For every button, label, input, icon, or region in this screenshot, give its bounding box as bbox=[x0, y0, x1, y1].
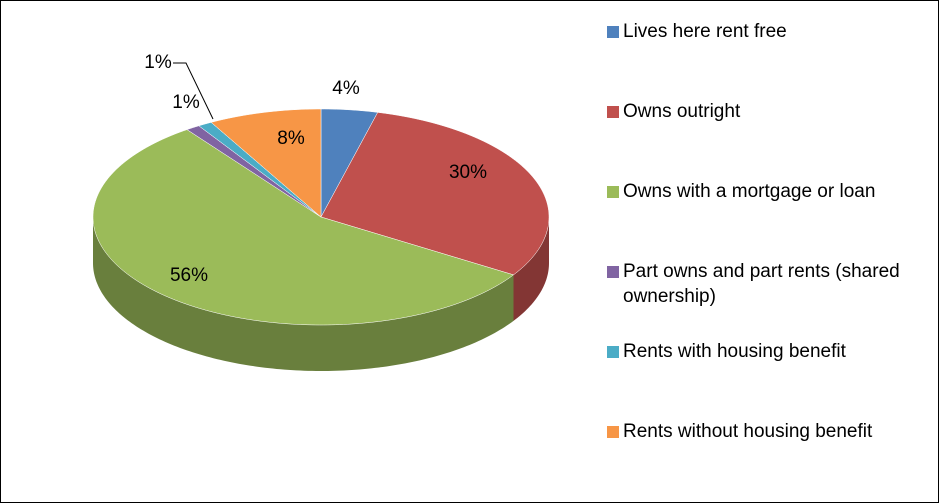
legend-swatch bbox=[607, 266, 619, 278]
legend-swatch bbox=[607, 106, 619, 118]
legend-label: Lives here rent free bbox=[623, 21, 787, 42]
data-label: 8% bbox=[277, 128, 305, 149]
data-label: 4% bbox=[332, 78, 360, 99]
slice bbox=[320, 112, 550, 276]
legend-swatch bbox=[607, 346, 619, 358]
legend-swatch bbox=[607, 186, 619, 198]
slice bbox=[320, 108, 379, 218]
slice-side bbox=[513, 217, 549, 321]
legend-label: Owns outright bbox=[623, 101, 741, 122]
legend-item: Lives here rent free bbox=[607, 19, 932, 99]
legend-item: Owns outright bbox=[607, 99, 932, 179]
legend-item: Owns with a mortgage or loan bbox=[607, 179, 932, 259]
legend-label: Part owns and part rents (shared ownersh… bbox=[623, 261, 900, 307]
data-label: 30% bbox=[449, 162, 487, 183]
legend-swatch bbox=[607, 26, 619, 38]
legend: Lives here rent free Owns outright Owns wi… bbox=[607, 19, 932, 499]
data-label: 1% bbox=[144, 52, 172, 73]
data-label: 56% bbox=[170, 265, 208, 286]
slice bbox=[210, 108, 322, 218]
slice bbox=[92, 129, 515, 326]
slice-side bbox=[93, 217, 514, 371]
legend-label: Owns with a mortgage or loan bbox=[623, 181, 876, 202]
legend-label: Rents without housing benefit bbox=[623, 421, 873, 442]
legend-item: Rents without housing benefit bbox=[607, 419, 932, 499]
legend-item: Part owns and part rents (shared ownersh… bbox=[607, 259, 932, 339]
legend-swatch bbox=[607, 426, 619, 438]
leader-line bbox=[173, 62, 214, 120]
data-label: 1% bbox=[172, 92, 200, 113]
pie-area: 4% 30% 56% 1%1% 8% bbox=[92, 52, 550, 371]
legend-label: Rents with housing benefit bbox=[623, 341, 846, 362]
legend-item: Rents with housing benefit bbox=[607, 339, 932, 419]
